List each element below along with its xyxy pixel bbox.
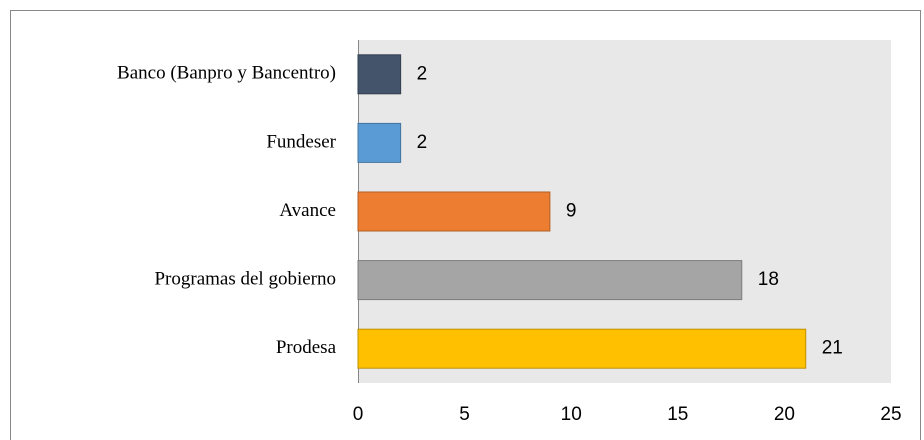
x-tick-label: 5: [459, 404, 470, 425]
data-label: 2: [417, 132, 428, 153]
y-tick-label: Prodesa: [276, 337, 337, 358]
bar: [357, 260, 743, 301]
y-tick-label: Programas del gobierno: [154, 268, 336, 289]
y-tick-label: Avance: [279, 200, 336, 221]
data-label: 21: [822, 338, 843, 359]
bar: [357, 54, 402, 95]
data-label: 2: [417, 63, 428, 84]
x-tick-label: 15: [667, 404, 688, 425]
x-tick-label: 20: [774, 404, 795, 425]
x-tick-label: 0: [353, 404, 364, 425]
x-tick-label: 25: [880, 404, 901, 425]
x-tick-label: 10: [561, 404, 582, 425]
bar: [357, 328, 807, 369]
y-tick-label: Fundeser: [266, 131, 336, 152]
y-tick-label: Banco (Banpro y Bancentro): [117, 63, 336, 84]
data-label: 18: [758, 269, 779, 290]
bar: [357, 122, 402, 163]
bar: [357, 191, 551, 232]
data-label: 9: [566, 201, 577, 222]
